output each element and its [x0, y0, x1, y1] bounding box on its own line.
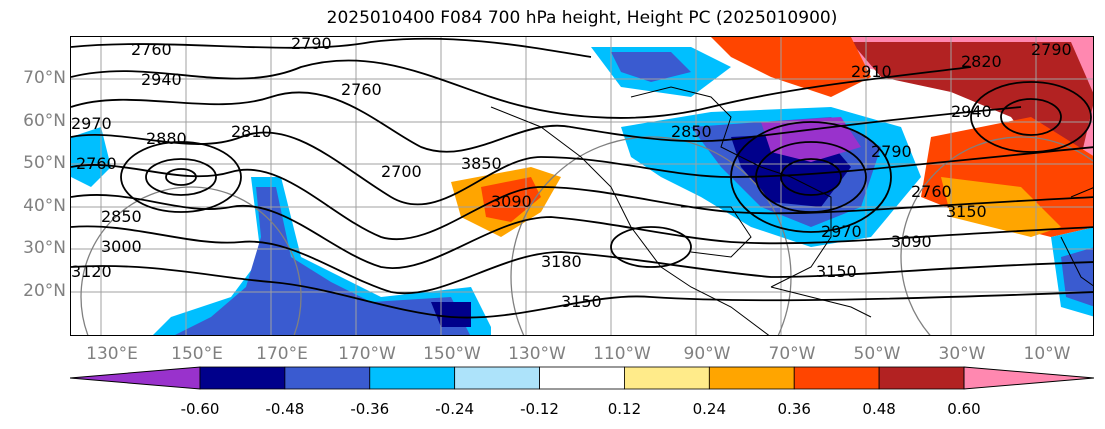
lon-label-130e: 130°E: [86, 344, 138, 364]
contour-label: 3150: [946, 202, 987, 221]
lon-label-10w: 10°W: [1023, 344, 1071, 364]
map-panel: 2760 2790 2940 2970 2880 2760 2850 3000 …: [70, 36, 1094, 336]
contour-label: 2850: [101, 207, 142, 226]
lon-label-110w: 110°W: [593, 344, 651, 364]
lon-label-70w: 70°W: [768, 344, 816, 364]
colorbar-segment: [199, 366, 286, 390]
colorbar-segment: [369, 366, 456, 390]
colorbar-segment: [624, 366, 710, 390]
contour-label: 2820: [961, 52, 1002, 71]
colorbar-tick-label: 0.60: [947, 400, 981, 418]
lat-label-60n: 60°N: [23, 111, 66, 131]
contour-label: 2910: [851, 62, 892, 81]
colorbar-tick-label: 0.24: [692, 400, 727, 418]
lon-label-170w: 170°W: [338, 344, 396, 364]
contour-label: 3180: [541, 252, 582, 271]
colorbar-segment: [454, 366, 540, 390]
shading-medblue-pacific: [175, 187, 470, 335]
contour-label: 3120: [71, 262, 112, 281]
lon-label-50w: 50°W: [853, 344, 901, 364]
contour-label: 3090: [491, 192, 532, 211]
contour-label: 2700: [381, 162, 422, 181]
lon-label-150e: 150°E: [171, 344, 223, 364]
contour-label: 2790: [291, 37, 332, 53]
contour-label: 3000: [101, 237, 142, 256]
height-contours: [71, 37, 1093, 319]
lat-label-70n: 70°N: [23, 68, 66, 88]
lon-label-90w: 90°W: [683, 344, 731, 364]
contour-label: 2850: [671, 122, 712, 141]
contour-label: 3850: [461, 154, 502, 173]
shading-purple-namerica: [761, 117, 861, 162]
contour-label: 2790: [871, 142, 912, 161]
colorbar-tick-label: 0.36: [777, 400, 811, 418]
colorbar-tick-label: -0.36: [350, 400, 390, 418]
lat-label-50n: 50°N: [23, 153, 66, 173]
contour-label: 2940: [951, 102, 992, 121]
lon-label-30w: 30°W: [938, 344, 986, 364]
contour-label: 2790: [1031, 40, 1072, 59]
colorbar-tick-label: -0.12: [520, 400, 559, 418]
shading-medblue-arctic: [611, 52, 691, 82]
contour-label: 2970: [71, 114, 112, 133]
colorbar-segment: [963, 366, 1094, 390]
lat-label-40n: 40°N: [23, 196, 66, 216]
colorbar: [70, 366, 1094, 390]
colorbar-tick-label: 0.12: [607, 400, 642, 418]
shading-orange-atl: [711, 37, 871, 97]
contour-labels: 2760 2790 2940 2970 2880 2760 2850 3000 …: [71, 37, 1072, 311]
lat-label-30n: 30°N: [23, 238, 66, 258]
contour-label: 2760: [911, 182, 952, 201]
contour-label: 2760: [341, 80, 382, 99]
colorbar-tick-label: 0.48: [862, 400, 896, 418]
lon-label-130w: 130°W: [508, 344, 566, 364]
colorbar-tick-label: -0.24: [435, 400, 475, 418]
colorbar-segment: [70, 366, 201, 390]
contour-label: 2760: [131, 40, 172, 59]
contour-label: 2970: [821, 222, 862, 241]
contour-label: 2940: [141, 70, 182, 89]
colorbar-segment: [539, 366, 625, 390]
colorbar-segment: [793, 366, 880, 390]
lat-label-20n: 20°N: [23, 281, 66, 301]
colorbar-segment: [284, 366, 371, 390]
contour-label: 2810: [231, 122, 272, 141]
map-title: 2025010400 F084 700 hPa height, Height P…: [326, 8, 838, 28]
contour-label: 2880: [146, 129, 187, 148]
contour-label: 3090: [891, 232, 932, 251]
map-canvas: 2760 2790 2940 2970 2880 2760 2850 3000 …: [71, 37, 1093, 335]
contour-label: 3150: [816, 262, 857, 281]
lon-label-170e: 170°E: [256, 344, 308, 364]
contour-label: 3150: [561, 292, 602, 311]
colorbar-tick-label: -0.60: [180, 400, 220, 418]
colorbar-segment: [708, 366, 795, 390]
contour-label: 2760: [76, 154, 117, 173]
lon-label-150w: 150°W: [423, 344, 481, 364]
colorbar-segment: [878, 366, 965, 390]
colorbar-tick-label: -0.48: [265, 400, 305, 418]
